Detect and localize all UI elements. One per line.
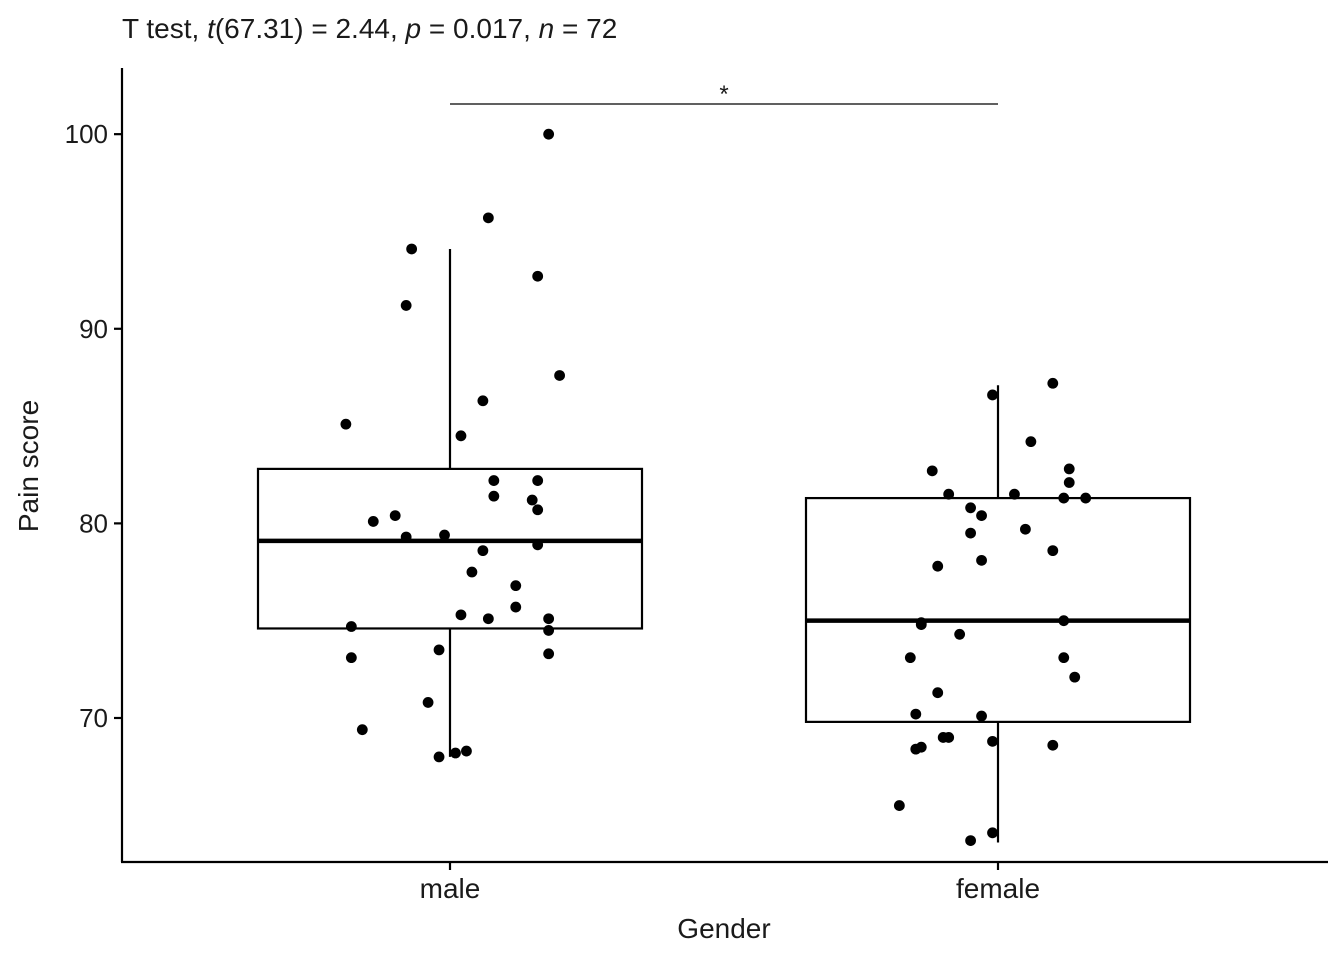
plot-area: * (256, 81, 1192, 846)
data-point (340, 418, 352, 430)
data-point (543, 648, 555, 660)
data-point (987, 735, 998, 747)
data-point (1047, 545, 1059, 557)
data-point (932, 560, 944, 572)
data-point (965, 502, 976, 514)
data-point (910, 743, 922, 755)
data-point (422, 697, 434, 708)
data-point (965, 527, 976, 539)
data-point (987, 827, 998, 839)
data-point (543, 613, 555, 625)
data-point (1058, 615, 1070, 627)
box-iqr (256, 467, 644, 630)
data-point (1047, 739, 1059, 751)
x-tick-label: male (420, 873, 481, 904)
data-point (893, 800, 905, 811)
data-point (543, 128, 555, 140)
data-point (532, 475, 544, 486)
data-point (976, 710, 987, 722)
data-point (532, 270, 544, 282)
data-point (461, 745, 472, 757)
data-point (356, 724, 368, 736)
data-point (943, 732, 955, 743)
data-point (367, 516, 379, 527)
data-point (1058, 652, 1070, 664)
data-point (455, 430, 467, 442)
data-point (1047, 377, 1059, 389)
y-tick-label: 80 (79, 508, 108, 538)
data-point (482, 613, 494, 625)
data-point (482, 212, 494, 224)
data-point (987, 389, 998, 401)
data-point (532, 504, 544, 516)
y-tick-label: 70 (79, 703, 108, 733)
chart-subtitle: T test, t(67.31) = 2.44, p = 0.017, n = … (122, 13, 617, 44)
data-point (1069, 671, 1081, 683)
data-point (400, 531, 412, 543)
data-point (1058, 492, 1070, 504)
data-point (510, 601, 522, 613)
x-tick-label: female (956, 873, 1040, 904)
data-point (400, 300, 412, 311)
box-iqr (804, 496, 1192, 723)
axes: 70 80 90 100 male female (65, 119, 1040, 904)
data-point (439, 529, 450, 541)
data-point (477, 395, 489, 407)
data-point (1080, 492, 1092, 504)
data-point (433, 644, 445, 656)
data-point (965, 835, 976, 846)
data-point (345, 621, 357, 632)
data-point (345, 652, 357, 664)
data-point (450, 747, 461, 759)
data-point (915, 619, 927, 630)
data-point (1025, 436, 1037, 448)
data-point (488, 490, 500, 502)
data-point (488, 475, 500, 486)
data-point (466, 566, 478, 578)
significance-label: * (719, 81, 728, 108)
data-point (526, 494, 538, 506)
x-axis-title: Gender (677, 913, 770, 944)
data-point (926, 465, 938, 477)
data-point (455, 609, 467, 621)
data-point (943, 488, 955, 500)
data-point (932, 687, 944, 699)
y-tick-label: 100 (65, 119, 108, 149)
y-axis-title: Pain score (13, 400, 44, 532)
data-point (1063, 463, 1075, 475)
data-point (510, 580, 522, 592)
data-point (904, 652, 916, 664)
data-point (532, 539, 544, 551)
data-point (543, 625, 555, 636)
data-point (554, 370, 565, 381)
data-point (1063, 477, 1075, 488)
data-point (976, 510, 987, 521)
data-point (976, 554, 987, 566)
data-point (1009, 488, 1020, 500)
data-point (389, 510, 401, 521)
data-point (477, 545, 489, 557)
data-point (910, 708, 922, 720)
data-point (1020, 523, 1031, 535)
data-point (433, 751, 445, 763)
y-tick-label: 90 (79, 314, 108, 344)
data-point (954, 628, 966, 640)
data-point (406, 243, 418, 255)
